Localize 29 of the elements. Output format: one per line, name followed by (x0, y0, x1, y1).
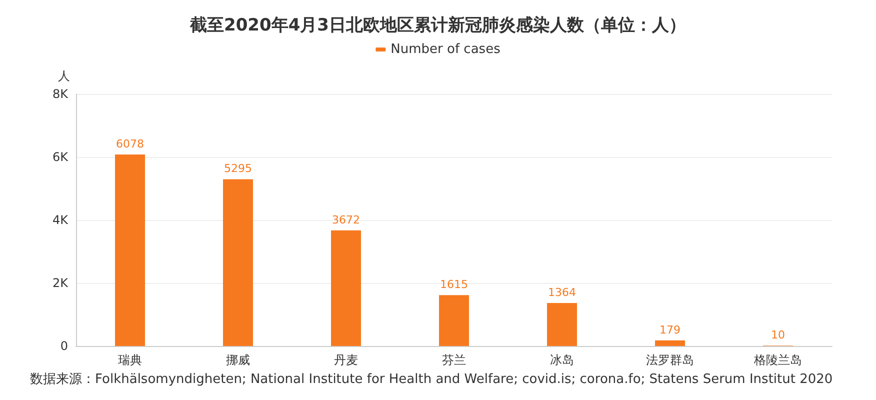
bar (331, 230, 361, 346)
x-tick-label: 丹麦 (334, 353, 358, 367)
y-tick-label: 6K (52, 150, 70, 164)
y-tick-label: 0 (60, 339, 68, 353)
bar (547, 303, 577, 346)
x-tick-label: 芬兰 (442, 353, 466, 367)
data-label: 1615 (440, 278, 468, 292)
x-tick-label: 瑞典 (118, 353, 142, 367)
bar (223, 179, 253, 346)
chart-title: 截至2020年4月3日北欧地区累计新冠肺炎感染人数（单位：人） (189, 16, 686, 36)
y-axis-title: 人 (58, 69, 70, 83)
x-tick-label: 格陵兰岛 (753, 353, 802, 367)
source-note: 数据来源：Folkhälsomyndigheten; National Institute for Health and Welfare; covid.is; corona.fo; Statens Serum Institut 2020 (30, 372, 833, 387)
legend-label: Number of cases (390, 42, 501, 57)
y-tick-label: 4K (52, 213, 70, 227)
x-tick-label: 挪威 (226, 353, 250, 367)
data-label: 179 (660, 323, 680, 336)
bar (439, 295, 469, 346)
x-tick-label: 法罗群岛 (646, 353, 694, 367)
data-label: 10 (771, 328, 785, 342)
bar (655, 340, 685, 346)
x-tick-label: 冰岛 (550, 353, 574, 367)
data-label: 3672 (332, 213, 360, 226)
bar (115, 154, 145, 346)
data-label: 6078 (116, 138, 144, 151)
y-tick-label: 2K (52, 276, 70, 290)
data-label: 1364 (548, 286, 576, 300)
data-label: 5295 (224, 162, 252, 176)
y-tick-label: 8K (52, 87, 70, 101)
